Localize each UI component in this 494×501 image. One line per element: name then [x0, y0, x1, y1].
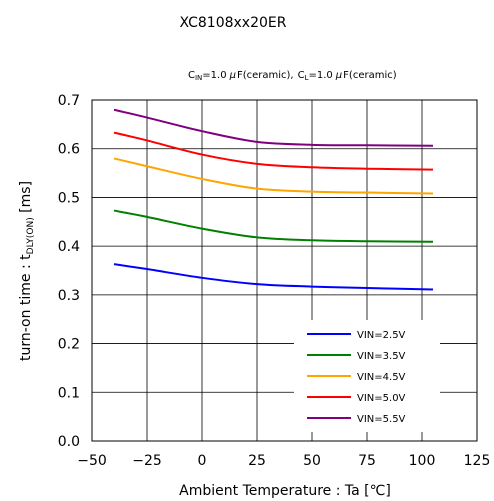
x-tick-label: 75	[358, 453, 376, 469]
y-tick-label: 0.2	[58, 337, 80, 353]
series-line	[113, 209, 434, 243]
y-axis-label-main: turn-on time : t	[18, 254, 34, 361]
legend-label: VIN=3.5V	[357, 351, 406, 362]
x-tick-label: 125	[464, 453, 491, 469]
y-tick-label: 0.6	[58, 142, 80, 158]
y-tick-label: 0.0	[58, 434, 80, 450]
x-tick-label: 100	[409, 453, 436, 469]
cl-subscript: L	[305, 74, 309, 82]
chart-condition-note: CIN=1.0 μF(ceramic), CL=1.0 μF(ceramic)	[188, 70, 397, 82]
series-line	[113, 108, 434, 147]
series-lines	[113, 108, 434, 291]
chart-title: XC8108xx20ER	[180, 15, 287, 31]
legend-label: VIN=4.5V	[357, 372, 406, 383]
cl-unit: F(ceramic)	[343, 70, 397, 81]
y-axis-label: turn-on time : tDLY(ON) [ms]	[18, 181, 36, 361]
y-tick-label: 0.7	[58, 93, 80, 109]
cl-prefix: C	[298, 70, 305, 81]
legend-label: VIN=5.5V	[357, 414, 406, 425]
y-tick-label: 0.1	[58, 385, 80, 401]
y-tick-label: 0.5	[58, 190, 80, 206]
legend-label: VIN=5.0V	[357, 393, 406, 404]
cl-mu: μ	[335, 70, 342, 81]
cin-mu: μ	[229, 70, 236, 81]
y-axis-label-unit: [ms]	[18, 181, 34, 217]
tick-labels: −50 −25 0 25 50 75 100 125 0.0 0.1 0.2 0.3 0.4 0.5 0.6…	[58, 93, 491, 469]
y-tick-label: 0.4	[58, 239, 80, 255]
legend: VIN=2.5V VIN=3.5V VIN=4.5V VIN=5.0V VIN=5.5V	[307, 330, 406, 425]
series-line	[113, 157, 434, 195]
series-line	[113, 131, 434, 171]
cin-prefix: C	[188, 70, 195, 81]
y-tick-label: 0.3	[58, 288, 80, 304]
y-axis-label-subscript: DLY(ON)	[26, 217, 36, 254]
cin-subscript: IN	[195, 74, 202, 82]
legend-label: VIN=2.5V	[357, 330, 406, 341]
x-tick-label: −25	[132, 453, 162, 469]
cin-value: =1.0	[202, 70, 226, 81]
cin-unit: F(ceramic),	[237, 70, 294, 81]
x-tick-label: 50	[303, 453, 321, 469]
x-tick-label: 25	[248, 453, 266, 469]
series-line	[113, 263, 434, 291]
x-tick-label: −50	[77, 453, 107, 469]
cl-value: =1.0	[309, 70, 333, 81]
plot-area-border	[91, 99, 478, 442]
x-axis-label: Ambient Temperature : Ta [℃]	[179, 483, 391, 499]
x-tick-label: 0	[198, 453, 207, 469]
